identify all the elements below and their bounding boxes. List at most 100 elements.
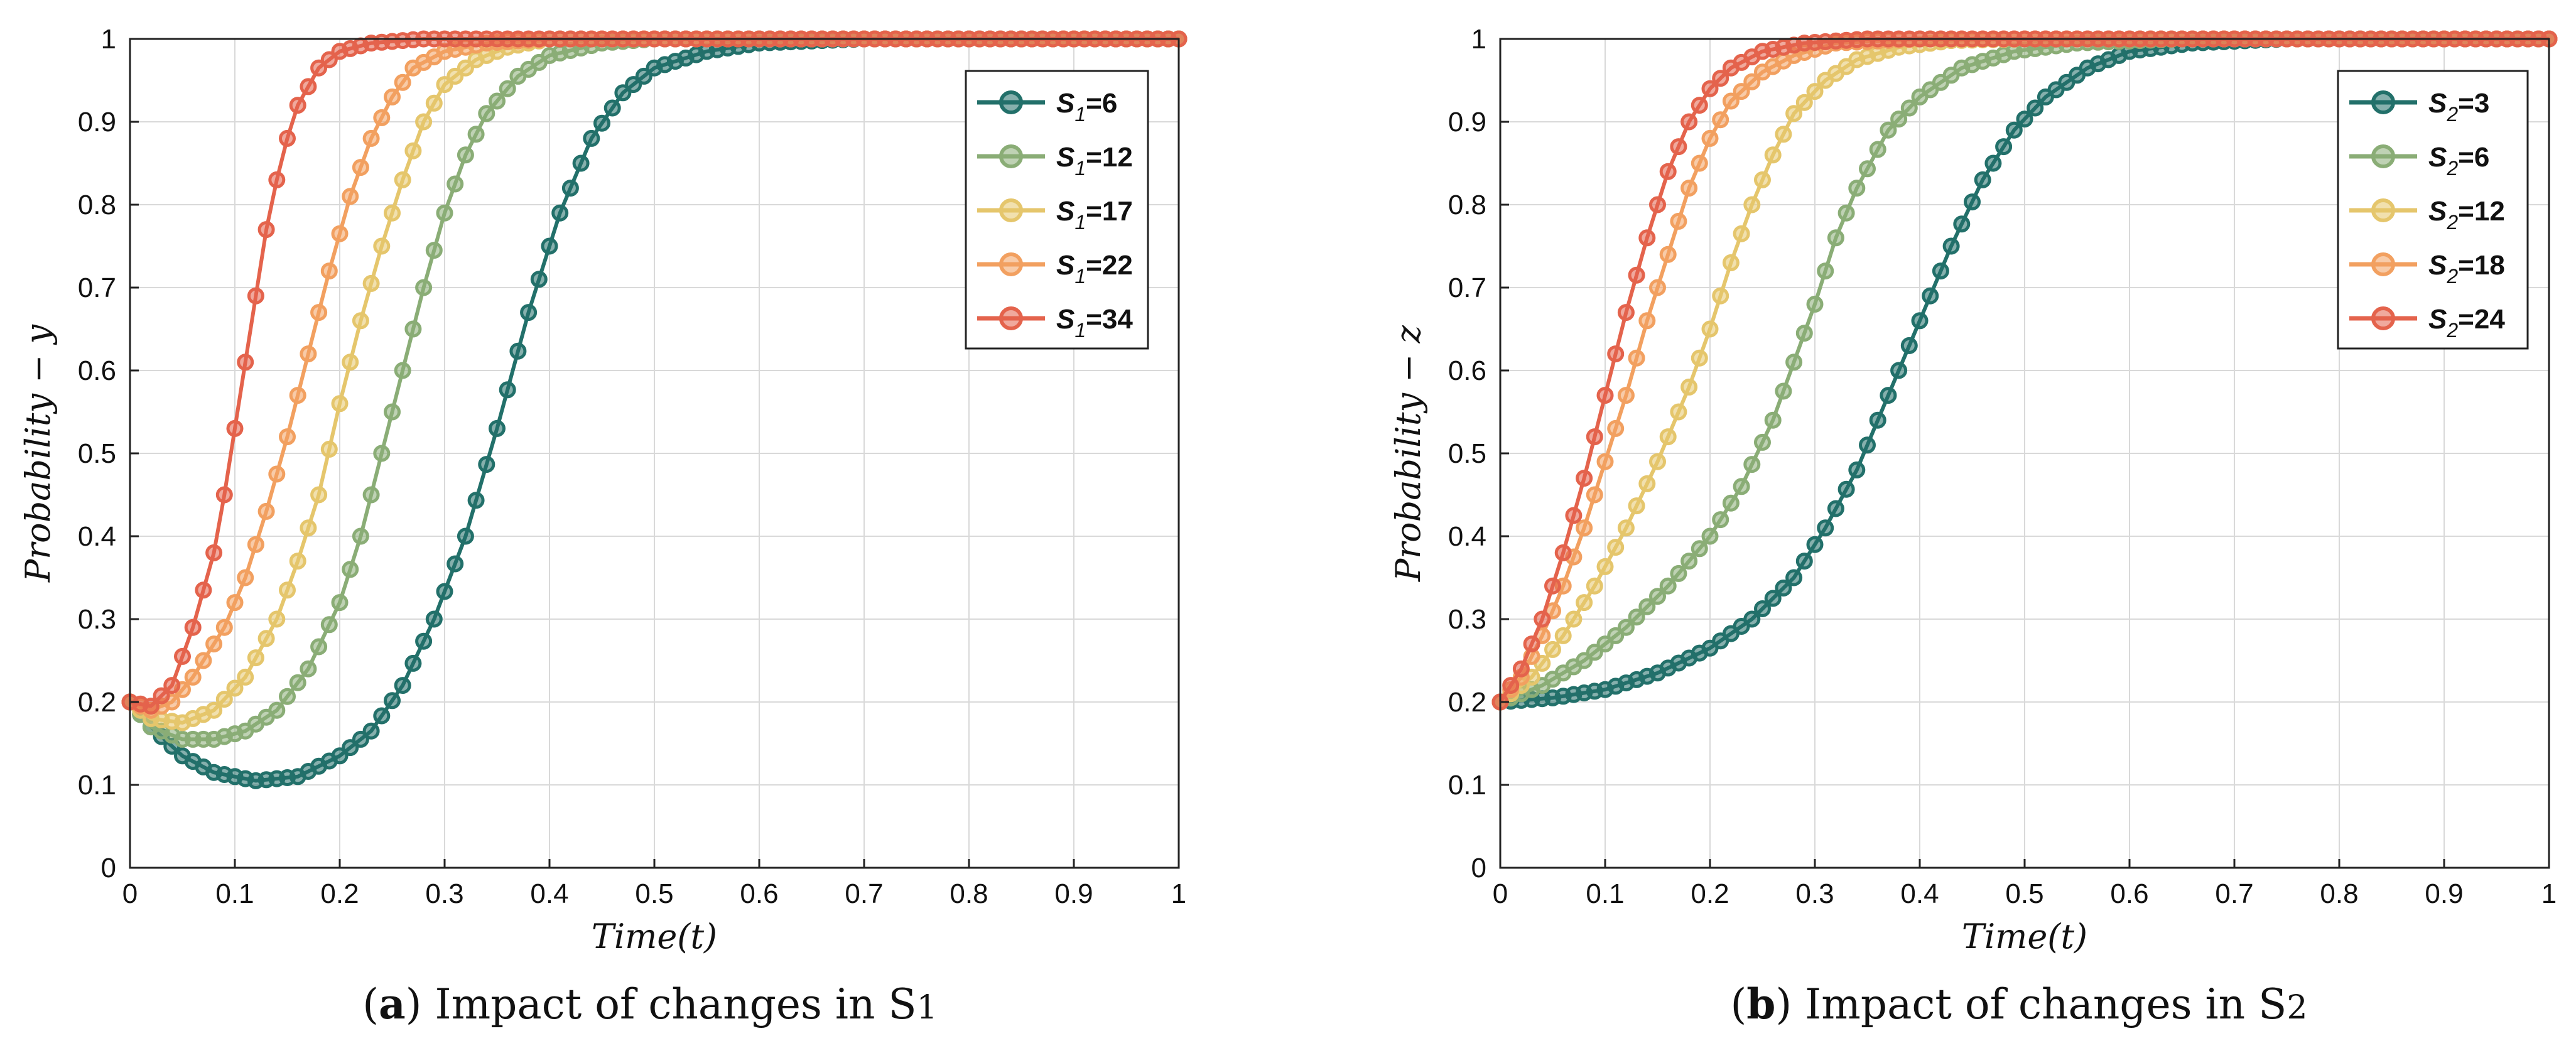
data-point <box>279 428 296 446</box>
x-tick-label: 1 <box>2541 878 2557 909</box>
data-point <box>530 271 548 288</box>
data-point <box>310 59 328 77</box>
data-point <box>1544 577 1561 595</box>
data-point <box>1607 539 1625 556</box>
data-point <box>384 692 401 710</box>
legend-label: S1=12 <box>1056 142 1133 180</box>
data-point <box>237 668 254 686</box>
data-point <box>467 126 485 143</box>
caption-b-letter: b <box>1746 980 1776 1029</box>
data-point <box>1827 229 1844 247</box>
data-point <box>394 73 411 91</box>
data-point <box>1554 544 1572 561</box>
legend-entry: S2=6 <box>2349 142 2489 180</box>
legend-marker <box>2371 306 2395 330</box>
data-point <box>2005 121 2023 139</box>
legend-entry: S2=3 <box>2349 88 2489 126</box>
data-point <box>1576 519 1593 537</box>
data-point <box>174 647 191 665</box>
data-point <box>384 403 401 421</box>
data-point <box>1649 453 1666 470</box>
data-point <box>1890 111 1908 128</box>
legend-label: S2=18 <box>2428 250 2505 288</box>
y-tick-label: 1 <box>101 24 116 55</box>
data-point <box>352 159 369 176</box>
legend-entry: S2=24 <box>2349 304 2505 342</box>
y-tick-label: 0.8 <box>1448 190 1486 220</box>
data-point <box>1974 171 1991 188</box>
data-point <box>446 175 464 193</box>
legend-marker <box>999 252 1023 276</box>
x-tick-label: 0.9 <box>2425 878 2463 909</box>
data-point <box>289 97 306 114</box>
y-tick-label: 0.6 <box>78 355 116 386</box>
data-point <box>153 687 170 705</box>
data-point <box>425 242 443 259</box>
data-point <box>268 465 286 483</box>
legend-label: S1=6 <box>1056 88 1117 126</box>
data-point <box>1565 610 1583 628</box>
legend-entry: S2=12 <box>2349 196 2505 234</box>
chart-b-impact-s2: 0 0.1 0.2 0.3 0.4 0.5 0.6 0.7 0.8 0.9 1 0 0.1 0.2 0.3 0… <box>1388 24 2558 956</box>
data-point <box>1827 500 1844 517</box>
data-point <box>1922 287 1939 305</box>
data-point <box>415 279 433 296</box>
data-point <box>1964 193 1981 211</box>
data-point <box>1701 320 1719 338</box>
data-point <box>320 51 338 68</box>
data-point <box>1712 287 1729 305</box>
data-point <box>1953 215 1971 233</box>
y-tick-label: 0 <box>1471 853 1486 883</box>
caption-b-subscript: 2 <box>2286 989 2308 1027</box>
data-point <box>1764 146 1782 164</box>
data-point <box>205 544 223 561</box>
legend-marker <box>999 306 1023 330</box>
data-point <box>1764 590 1782 607</box>
data-point <box>279 688 296 705</box>
data-point <box>300 519 317 537</box>
y-tick-label: 0.6 <box>1448 355 1486 386</box>
x-tick-label: 0.9 <box>1054 878 1093 909</box>
data-point <box>394 362 411 379</box>
data-point <box>1576 594 1593 612</box>
data-point <box>1733 225 1750 242</box>
data-point <box>1670 403 1687 421</box>
data-point <box>310 486 328 504</box>
data-point <box>1837 204 1855 222</box>
data-point <box>163 677 181 694</box>
y-tick-label: 0.8 <box>78 190 116 220</box>
data-point <box>1691 154 1708 172</box>
data-point <box>373 707 391 725</box>
chart-a-impact-s1: 0 0.1 0.2 0.3 0.4 0.5 0.6 0.7 0.8 0.9 1 0 0.1 0.2 0.3 0… <box>18 24 1188 956</box>
data-point <box>1869 411 1886 429</box>
data-point <box>1638 312 1656 330</box>
data-point <box>1649 196 1666 213</box>
caption-a-letter: a <box>379 980 406 1029</box>
data-point <box>300 78 317 95</box>
data-point <box>352 312 369 330</box>
data-point <box>1743 456 1761 473</box>
x-tick-label: 0.8 <box>2320 878 2358 909</box>
data-point <box>237 569 254 586</box>
data-point <box>1859 160 1876 178</box>
y-tick-label: 0.9 <box>1448 107 1486 138</box>
data-point <box>457 146 474 164</box>
data-point <box>394 171 411 188</box>
data-point <box>1670 212 1687 230</box>
data-point <box>457 59 474 77</box>
data-point <box>593 114 610 132</box>
x-tick-label: 0 <box>122 878 138 909</box>
data-point <box>362 722 380 740</box>
data-point <box>1775 580 1792 597</box>
data-point <box>1691 349 1708 367</box>
data-point <box>1607 627 1625 644</box>
legend-label: S2=6 <box>2428 142 2489 180</box>
x-tick-label: 1 <box>1171 878 1186 909</box>
data-point <box>499 80 516 97</box>
data-point <box>1638 598 1656 615</box>
data-point <box>1785 105 1803 122</box>
data-point <box>509 342 527 360</box>
data-point <box>436 583 453 600</box>
data-point <box>1523 635 1540 653</box>
y-tick-label: 0.9 <box>78 107 116 138</box>
